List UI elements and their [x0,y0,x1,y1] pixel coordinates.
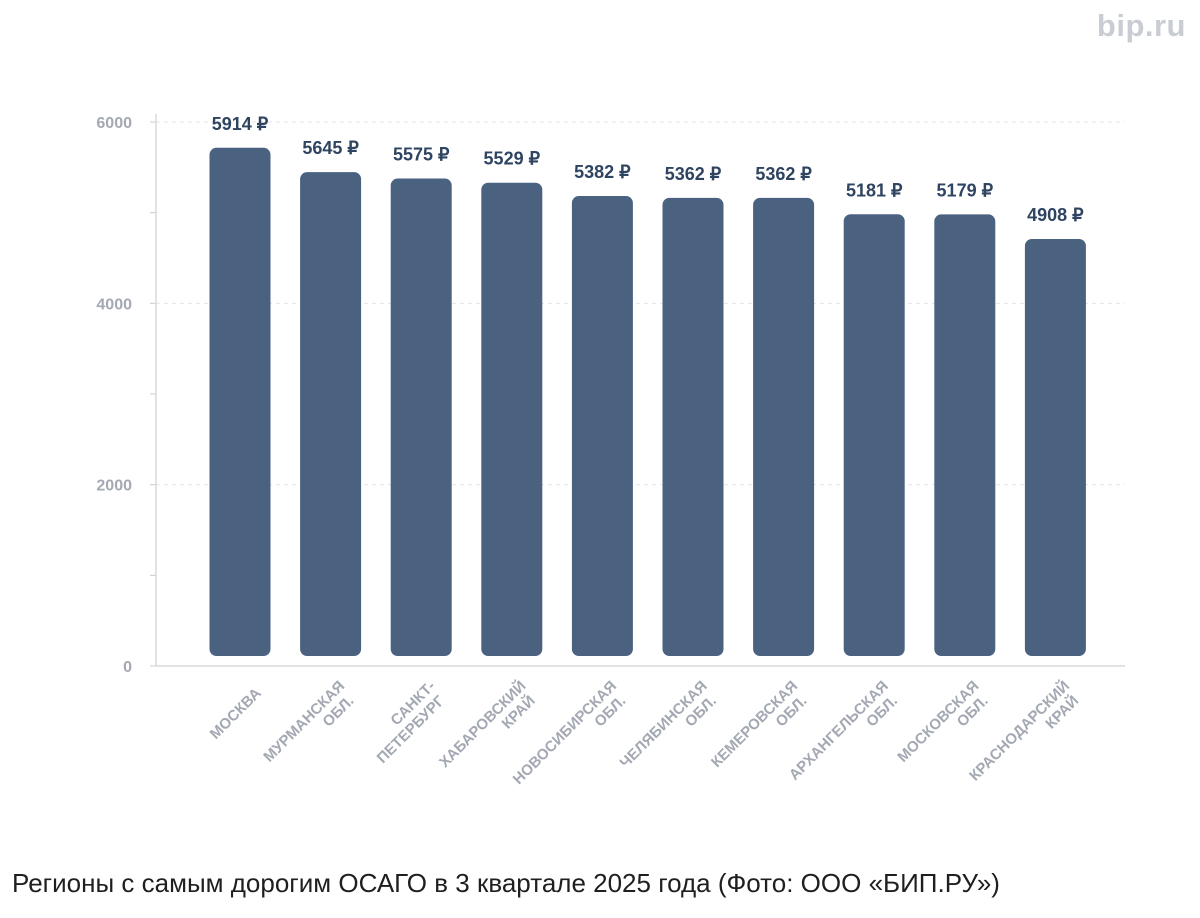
bar-chart: 0 2000 4000 6000 5914 ₽ МОСКВА 5645 ₽ МУРМАНСКА… [96,114,1125,797]
y-tick-label: 0 [123,659,132,676]
bar [753,197,815,656]
bar-value-label: 5362 ₽ [665,164,722,184]
x-tick-label-line: МОСКВА [207,685,265,743]
x-tick-label-line: АРХАНГЕЛЬСКАЯ [786,678,892,784]
bar [662,197,724,656]
bar-value-label: 5645 ₽ [302,138,359,158]
bar-value-label: 5362 ₽ [755,164,812,184]
bar [843,214,905,657]
bar-value-label: 5914 ₽ [212,114,269,134]
bar [1024,239,1086,656]
bar [300,172,362,657]
bar-value-label: 5575 ₽ [393,145,450,165]
x-tick-label: МОСКВА [207,685,265,743]
x-tick-label: САНКТ-ПЕТЕРБУРГ [362,678,451,767]
x-tick-label: КРАСНОДАРСКИЙКРАЙ [965,677,1085,797]
bar-value-label: 5382 ₽ [574,162,631,182]
bar [481,182,543,657]
figure-caption: Регионы с самым дорогим ОСАГО в 3 кварта… [12,868,1000,898]
bar-value-label: 5179 ₽ [937,180,994,200]
bar-value-label: 4908 ₽ [1027,205,1084,225]
watermark-logo: bip.ru [1096,8,1186,43]
bar [571,196,633,657]
bar-value-label: 5181 ₽ [846,180,903,200]
bar-value-label: 5529 ₽ [484,149,541,169]
bar [209,147,271,656]
y-tick-label: 6000 [96,115,132,132]
bar [934,214,996,657]
y-tick-label: 4000 [96,296,132,313]
bar [390,178,452,657]
x-tick-label: МУРМАНСКАЯОБЛ. [260,678,360,778]
x-tick-label: ЧЕЛЯБИНСКАЯОБЛ. [617,678,723,784]
x-tick-label-line: КРАСНОДАРСКИЙ [965,677,1073,785]
y-tick-label: 2000 [96,478,132,495]
x-tick-label: АРХАНГЕЛЬСКАЯОБЛ. [786,678,904,796]
